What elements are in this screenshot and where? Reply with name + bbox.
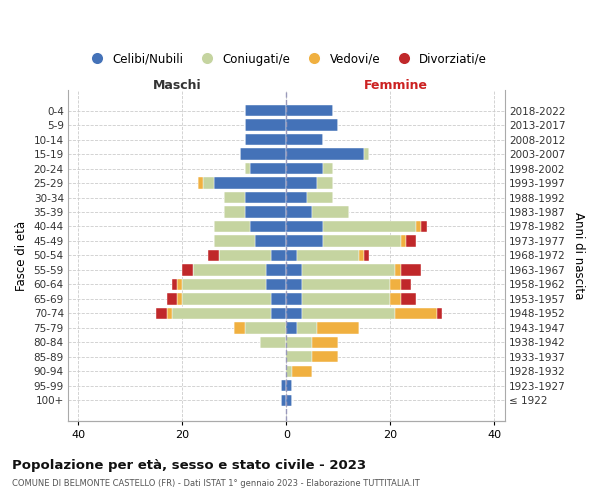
Bar bbox=[286, 336, 312, 348]
Bar bbox=[286, 134, 323, 145]
Bar bbox=[286, 394, 292, 406]
Bar bbox=[286, 250, 297, 261]
Bar bbox=[312, 351, 338, 362]
Bar bbox=[395, 308, 437, 319]
Bar bbox=[297, 322, 317, 334]
Bar bbox=[224, 206, 245, 218]
Bar bbox=[214, 178, 286, 188]
Bar bbox=[182, 264, 193, 276]
Bar bbox=[214, 221, 250, 232]
Bar bbox=[401, 279, 411, 290]
Bar bbox=[364, 148, 370, 160]
Bar bbox=[224, 192, 245, 203]
Bar bbox=[317, 178, 333, 188]
Bar bbox=[286, 192, 307, 203]
Text: Popolazione per età, sesso e stato civile - 2023: Popolazione per età, sesso e stato civil… bbox=[12, 459, 366, 472]
Bar bbox=[416, 221, 421, 232]
Bar bbox=[255, 236, 286, 246]
Bar bbox=[286, 264, 302, 276]
Bar bbox=[219, 250, 271, 261]
Bar bbox=[401, 264, 421, 276]
Bar bbox=[437, 308, 442, 319]
Bar bbox=[250, 221, 286, 232]
Bar bbox=[401, 236, 406, 246]
Bar bbox=[214, 236, 255, 246]
Text: COMUNE DI BELMONTE CASTELLO (FR) - Dati ISTAT 1° gennaio 2023 - Elaborazione TUT: COMUNE DI BELMONTE CASTELLO (FR) - Dati … bbox=[12, 479, 420, 488]
Bar bbox=[302, 293, 390, 304]
Bar bbox=[235, 322, 245, 334]
Bar bbox=[401, 293, 416, 304]
Bar bbox=[203, 178, 214, 188]
Bar bbox=[245, 192, 286, 203]
Bar bbox=[177, 279, 182, 290]
Bar bbox=[390, 279, 401, 290]
Bar bbox=[167, 293, 177, 304]
Bar bbox=[245, 322, 286, 334]
Bar bbox=[292, 366, 312, 377]
Bar bbox=[245, 163, 250, 174]
Bar bbox=[302, 308, 395, 319]
Bar bbox=[245, 120, 286, 130]
Bar bbox=[286, 366, 292, 377]
Text: Femmine: Femmine bbox=[364, 79, 427, 92]
Bar bbox=[281, 394, 286, 406]
Bar bbox=[266, 279, 286, 290]
Bar bbox=[245, 105, 286, 117]
Legend: Celibi/Nubili, Coniugati/e, Vedovi/e, Divorziati/e: Celibi/Nubili, Coniugati/e, Vedovi/e, Di… bbox=[81, 48, 492, 70]
Y-axis label: Anni di nascita: Anni di nascita bbox=[572, 212, 585, 299]
Bar bbox=[286, 206, 312, 218]
Bar bbox=[312, 336, 338, 348]
Bar bbox=[323, 221, 416, 232]
Bar bbox=[271, 308, 286, 319]
Bar bbox=[177, 293, 182, 304]
Bar bbox=[421, 221, 427, 232]
Bar bbox=[323, 163, 333, 174]
Bar bbox=[312, 206, 349, 218]
Bar bbox=[208, 250, 219, 261]
Bar bbox=[266, 264, 286, 276]
Bar bbox=[406, 236, 416, 246]
Bar bbox=[317, 322, 359, 334]
Bar bbox=[286, 279, 302, 290]
Bar bbox=[286, 221, 323, 232]
Y-axis label: Fasce di età: Fasce di età bbox=[15, 220, 28, 290]
Bar bbox=[286, 293, 302, 304]
Bar bbox=[281, 380, 286, 392]
Bar bbox=[286, 163, 323, 174]
Bar bbox=[286, 322, 297, 334]
Bar bbox=[286, 120, 338, 130]
Bar bbox=[390, 293, 401, 304]
Bar bbox=[286, 178, 317, 188]
Bar bbox=[157, 308, 167, 319]
Bar bbox=[260, 336, 286, 348]
Bar bbox=[239, 148, 286, 160]
Bar bbox=[172, 308, 271, 319]
Bar bbox=[245, 206, 286, 218]
Bar bbox=[250, 163, 286, 174]
Text: Maschi: Maschi bbox=[153, 79, 202, 92]
Bar bbox=[286, 148, 364, 160]
Bar bbox=[302, 264, 395, 276]
Bar bbox=[245, 134, 286, 145]
Bar bbox=[286, 308, 302, 319]
Bar bbox=[271, 250, 286, 261]
Bar bbox=[198, 178, 203, 188]
Bar bbox=[286, 236, 323, 246]
Bar bbox=[359, 250, 364, 261]
Bar bbox=[172, 279, 177, 290]
Bar bbox=[286, 380, 292, 392]
Bar bbox=[286, 105, 333, 117]
Bar bbox=[323, 236, 401, 246]
Bar bbox=[193, 264, 266, 276]
Bar bbox=[182, 279, 266, 290]
Bar bbox=[286, 351, 312, 362]
Bar bbox=[302, 279, 390, 290]
Bar bbox=[307, 192, 333, 203]
Bar bbox=[395, 264, 401, 276]
Bar bbox=[182, 293, 271, 304]
Bar bbox=[167, 308, 172, 319]
Bar bbox=[271, 293, 286, 304]
Bar bbox=[364, 250, 370, 261]
Bar bbox=[297, 250, 359, 261]
